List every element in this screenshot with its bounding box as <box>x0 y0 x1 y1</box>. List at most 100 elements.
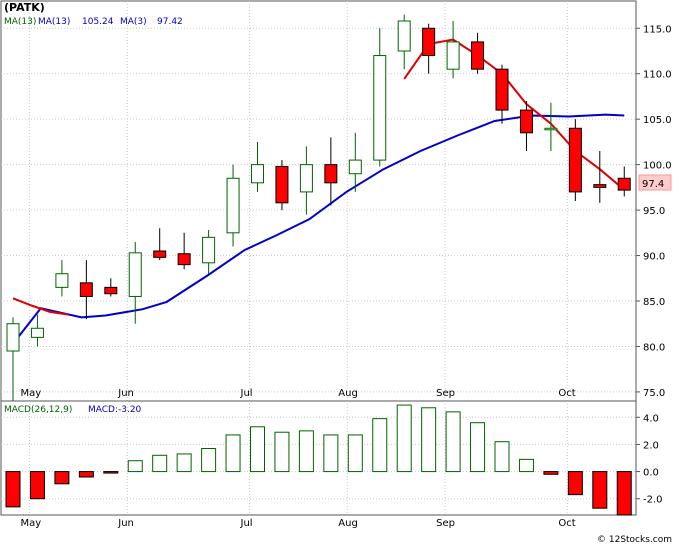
candle-body-up <box>251 164 264 184</box>
price-x-label: May <box>20 388 41 399</box>
macd-bar-positive <box>494 441 510 473</box>
candle-body-up <box>55 273 69 288</box>
price-grid <box>1 1 636 401</box>
macd-bar-negative <box>616 471 632 516</box>
macd-panel-title: MACD(26,12,9) <box>4 405 72 415</box>
macd-bar-negative <box>543 471 559 475</box>
macd-value: -3.20 <box>118 405 142 415</box>
candle-body-up <box>446 41 460 70</box>
macd-x-label: Oct <box>558 518 575 529</box>
price-x-label: Jul <box>240 388 253 399</box>
candle-body-up <box>6 323 20 352</box>
candle-body-down <box>495 68 509 111</box>
ma3-line <box>12 38 625 316</box>
macd-bar-positive <box>225 434 241 473</box>
candles <box>6 14 631 401</box>
macd-bar-negative <box>54 471 70 485</box>
macd-bar-positive <box>127 460 143 473</box>
macd-bar-positive <box>445 411 461 473</box>
macd-bar-positive <box>298 430 314 473</box>
macd-bar-negative <box>567 471 583 496</box>
candle-body-up <box>226 177 240 234</box>
price-x-label: Sep <box>436 388 455 399</box>
macd-x-axis: May Jun Jul Aug Sep Oct <box>20 518 575 529</box>
ma3-legend-value: 97.42 <box>157 17 183 27</box>
price-x-label: Jun <box>117 388 134 399</box>
candle-body-down <box>104 286 118 295</box>
macd-bar-positive <box>274 431 290 473</box>
macd-tick-label: -2.0 <box>643 495 663 506</box>
macd-bar-positive <box>176 453 192 473</box>
price-tick-label: 80.0 <box>643 342 665 353</box>
candle-body-down <box>153 250 167 258</box>
price-tick-label: 95.0 <box>643 206 665 217</box>
macd-bar-positive <box>421 407 437 473</box>
price-tick-label: 85.0 <box>643 297 665 308</box>
candle-body-up <box>397 20 411 52</box>
candle-body-up <box>373 55 387 161</box>
macd-bar-negative <box>592 471 608 509</box>
ma13-legend-value: 105.24 <box>82 17 114 27</box>
macd-bar-negative <box>29 471 45 500</box>
candle-body-down <box>177 253 191 266</box>
candle-body-down <box>593 184 607 188</box>
macd-bar-negative <box>5 471 21 508</box>
macd-tick-label: 4.0 <box>643 413 659 424</box>
price-tick-label: 110.0 <box>643 70 672 81</box>
macd-x-label: Jul <box>240 518 253 529</box>
last-price-badge <box>638 174 672 191</box>
candle-body-down <box>617 177 631 191</box>
macd-tick-label: 2.0 <box>643 440 659 451</box>
candle-body-down <box>471 41 485 70</box>
price-x-label: Oct <box>558 388 575 399</box>
macd-panel-frame <box>0 400 637 516</box>
macd-bar-positive <box>347 434 363 473</box>
price-tick-label: 90.0 <box>643 252 665 263</box>
macd-x-label: May <box>20 518 41 529</box>
macd-bar-positive <box>518 458 534 473</box>
macd-bar-negative <box>78 471 94 478</box>
candle-body-up <box>299 164 313 193</box>
macd-x-label: Jun <box>117 518 134 529</box>
candle-body-up <box>30 327 44 338</box>
candle-body-down <box>79 282 93 297</box>
ma13-legend-label: MA(13) <box>4 17 36 27</box>
macd-bar-positive <box>470 422 486 473</box>
macd-x-label: Aug <box>338 518 358 529</box>
price-x-label: Aug <box>338 388 358 399</box>
macd-bar-positive <box>372 418 388 473</box>
price-tick-label: 105.0 <box>643 115 672 126</box>
watermark: © 12Stocks.com <box>597 535 672 545</box>
macd-bar-positive <box>152 454 168 473</box>
price-tick-label: 100.0 <box>643 161 672 172</box>
macd-y-axis: -2.0 0.0 2.0 4.0 <box>636 413 663 506</box>
ma3-polyline-tail <box>403 38 625 191</box>
ma3-legend-title: MA(3) <box>120 17 147 27</box>
candle-body-down <box>422 27 436 57</box>
price-tick-label: 115.0 <box>643 24 672 35</box>
ma13-legend-title: MA(13) <box>38 17 70 27</box>
macd-bar-positive <box>250 426 265 473</box>
macd-bars <box>5 404 632 516</box>
price-tick-label: 75.0 <box>643 388 665 399</box>
candle-body-up <box>544 127 558 131</box>
ma3-polyline-head <box>12 297 69 316</box>
macd-value-label: MACD: <box>88 405 118 415</box>
candle-body-down <box>568 127 582 193</box>
candle-body-up <box>348 159 362 175</box>
candle-body-up <box>202 236 216 264</box>
candle-body-down <box>519 109 533 134</box>
candle-body-down <box>324 164 338 184</box>
macd-bar-positive <box>201 448 217 473</box>
price-x-axis: May Jun Jul Aug Sep Oct <box>20 388 575 399</box>
last-price-value: 97.4 <box>642 179 664 190</box>
candle-body-down <box>275 165 289 204</box>
macd-x-label: Sep <box>436 518 455 529</box>
ticker-label: (PATK) <box>4 1 45 14</box>
macd-bar-negative <box>103 471 119 474</box>
price-panel-frame <box>0 0 637 402</box>
candle-body-up <box>128 252 142 297</box>
price-y-axis: 75.0 80.0 85.0 90.0 95.0 100.0 105.0 110.0 115.0 <box>636 24 672 399</box>
macd-bar-positive <box>323 434 339 473</box>
